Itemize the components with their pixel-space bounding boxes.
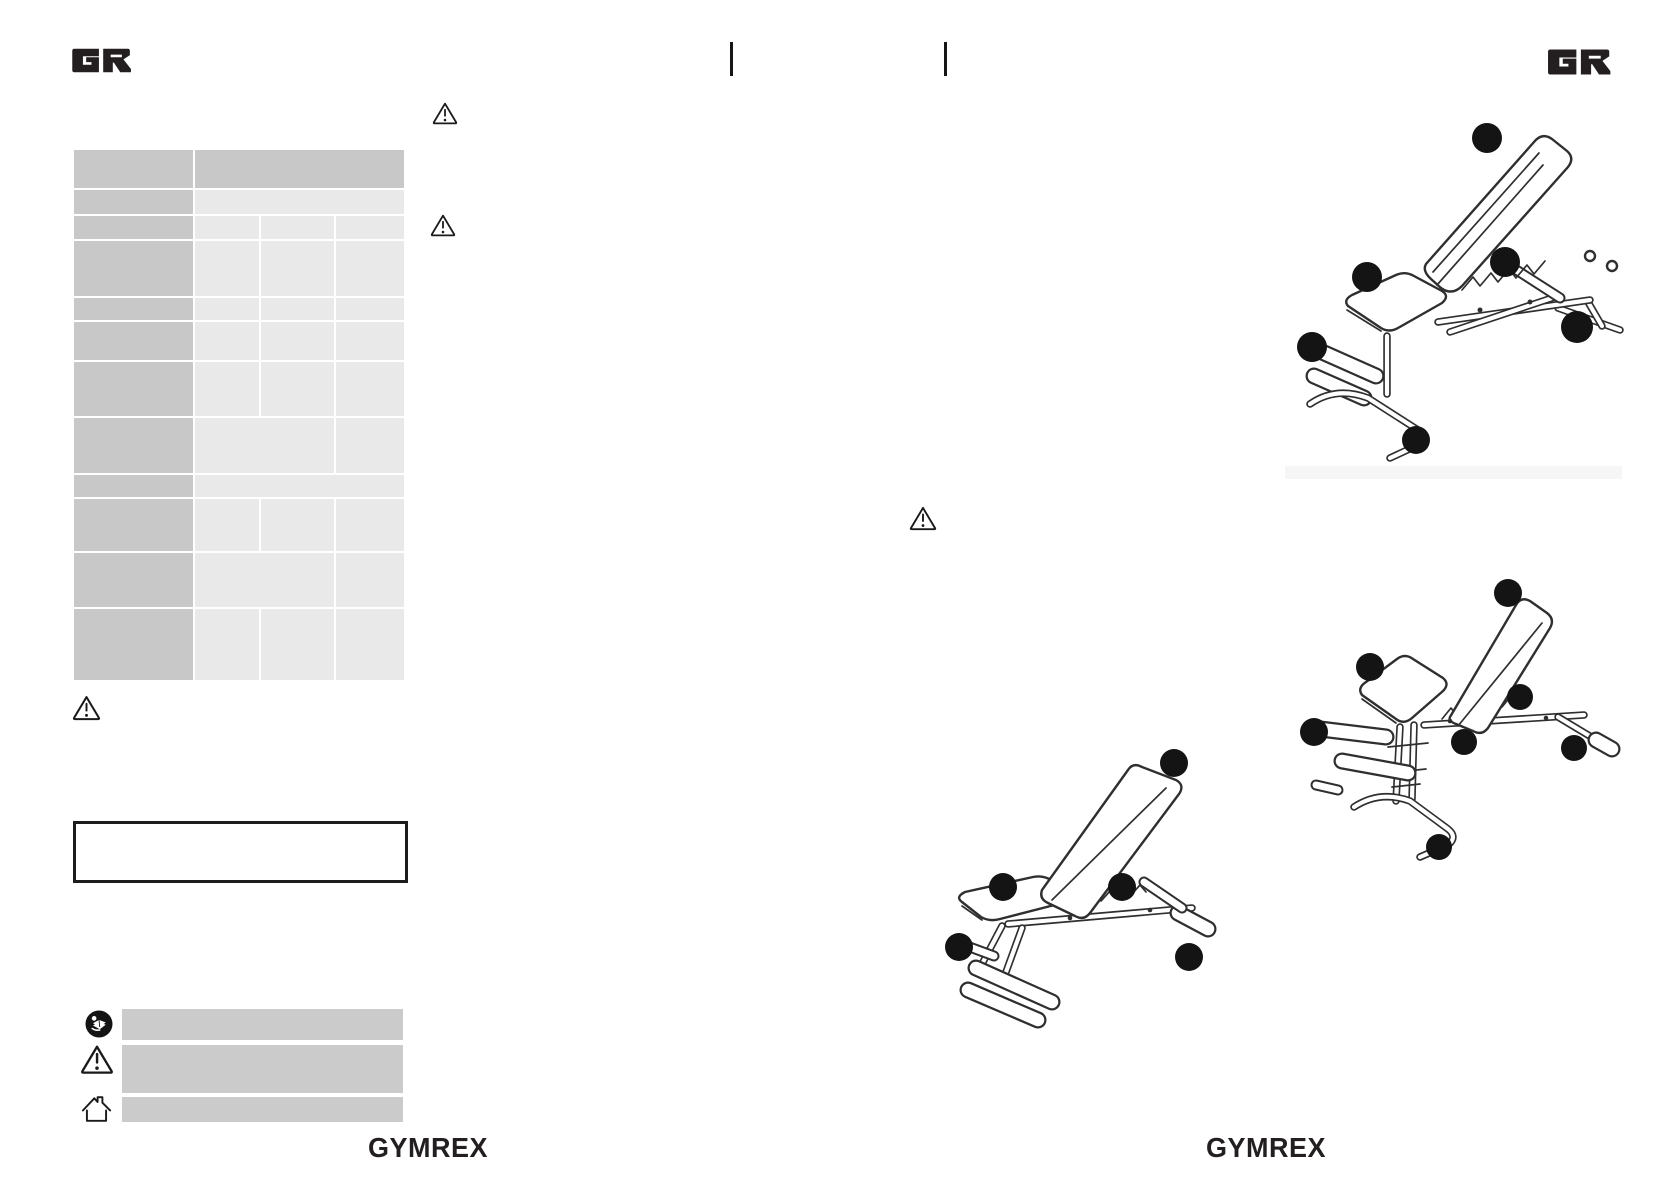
callout-marker (1494, 579, 1522, 607)
gr-monogram-icon (1548, 49, 1611, 75)
spec-table-row (74, 322, 404, 360)
bench-diagram-1 (1290, 100, 1630, 465)
spec-table-row (74, 190, 404, 214)
spec-table-cell (195, 298, 259, 320)
spec-table (74, 150, 404, 680)
gr-monogram-icon (72, 48, 131, 73)
gymrex-wordmark-left: GYMREX (368, 1132, 489, 1164)
figure-divider (1285, 466, 1622, 479)
spec-table-cell (195, 241, 259, 296)
spec-table-row-header (74, 418, 193, 473)
spec-table-cell (336, 298, 404, 320)
spec-table-cell (261, 241, 334, 296)
spec-table-row (74, 499, 404, 551)
callout-marker (1300, 718, 1328, 746)
spec-table-row-header (74, 241, 193, 296)
spec-table-row (74, 216, 404, 239)
spec-table-row-header (74, 190, 193, 214)
callout-marker (1507, 684, 1533, 710)
callout-marker (1108, 873, 1136, 901)
crop-mark (730, 42, 733, 76)
spec-table-cell (261, 298, 334, 320)
gr-logo-top-left (68, 44, 132, 77)
callout-marker (1402, 426, 1430, 454)
callout-marker (1451, 729, 1477, 755)
spec-table-cell (336, 609, 404, 680)
warning-icon (72, 694, 101, 726)
spec-table-cell (195, 553, 334, 607)
callout-marker (1160, 749, 1188, 777)
spec-table-row-header (74, 150, 193, 188)
spec-table-row (74, 150, 404, 188)
safety-text-bar (122, 1097, 403, 1122)
warning-icon (430, 213, 456, 242)
spec-table-row (74, 362, 404, 416)
bench-line-art (1305, 134, 1624, 462)
spec-table-cell (336, 362, 404, 416)
spec-table-cell (195, 609, 259, 680)
spec-table-cell (195, 475, 404, 497)
warning-icon (80, 1043, 114, 1080)
spec-table-row (74, 475, 404, 497)
spec-table-cell (336, 241, 404, 296)
crop-mark (944, 42, 947, 76)
spec-table-row-header (74, 362, 193, 416)
spec-table-cell (261, 216, 334, 239)
spec-table-row (74, 609, 404, 680)
warning-icon (432, 101, 458, 130)
spec-table-row (74, 298, 404, 320)
spec-table-row (74, 553, 404, 607)
callout-marker (1490, 247, 1520, 277)
warning-icon (909, 505, 937, 536)
spec-table-row-header (74, 475, 193, 497)
callout-marker (1426, 834, 1452, 860)
spec-table-row-header (74, 298, 193, 320)
spec-table-cell (261, 322, 334, 360)
spec-table-cell (261, 362, 334, 416)
spec-table-row-header (74, 609, 193, 680)
safety-text-bar (122, 1045, 403, 1093)
spec-table-row (74, 418, 404, 473)
spec-table-row-header (74, 216, 193, 239)
spec-table-cell (336, 499, 404, 551)
callout-marker (945, 933, 973, 961)
safety-text-bar (122, 1009, 403, 1040)
callout-marker (1352, 262, 1382, 292)
callout-marker (1297, 332, 1327, 362)
bench-line-art (950, 763, 1217, 1029)
gr-logo-top-right (1543, 45, 1612, 79)
house-icon (80, 1095, 113, 1128)
spec-table-cell (195, 216, 259, 239)
spec-table-cell (195, 322, 259, 360)
spec-table-cell (336, 418, 404, 473)
callout-marker (1175, 943, 1203, 971)
read-manual-icon (84, 1009, 114, 1044)
bench-diagram-3 (940, 749, 1270, 1050)
callout-marker (1472, 123, 1502, 153)
note-box (73, 821, 408, 883)
spec-table-cell (195, 190, 404, 214)
callout-marker (1356, 653, 1384, 681)
spec-table-cell (336, 216, 404, 239)
spec-table-cell (195, 499, 259, 551)
spec-table-cell (261, 499, 334, 551)
callout-marker (989, 873, 1017, 901)
callout-marker (1561, 735, 1587, 761)
spec-table-cell (336, 322, 404, 360)
spec-table-row-header (74, 553, 193, 607)
callout-marker (1561, 311, 1593, 343)
spec-table-cell (261, 609, 334, 680)
spec-table-cell (195, 150, 404, 188)
spec-table-cell (336, 553, 404, 607)
bench-diagram-2 (1300, 575, 1630, 870)
spec-table-row-header (74, 499, 193, 551)
gymrex-wordmark-right: GYMREX (1206, 1132, 1327, 1164)
spec-table-row (74, 241, 404, 296)
spec-table-cell (195, 418, 334, 473)
spec-table-row-header (74, 322, 193, 360)
bench-line-art (1310, 598, 1621, 861)
spec-table-cell (195, 362, 259, 416)
